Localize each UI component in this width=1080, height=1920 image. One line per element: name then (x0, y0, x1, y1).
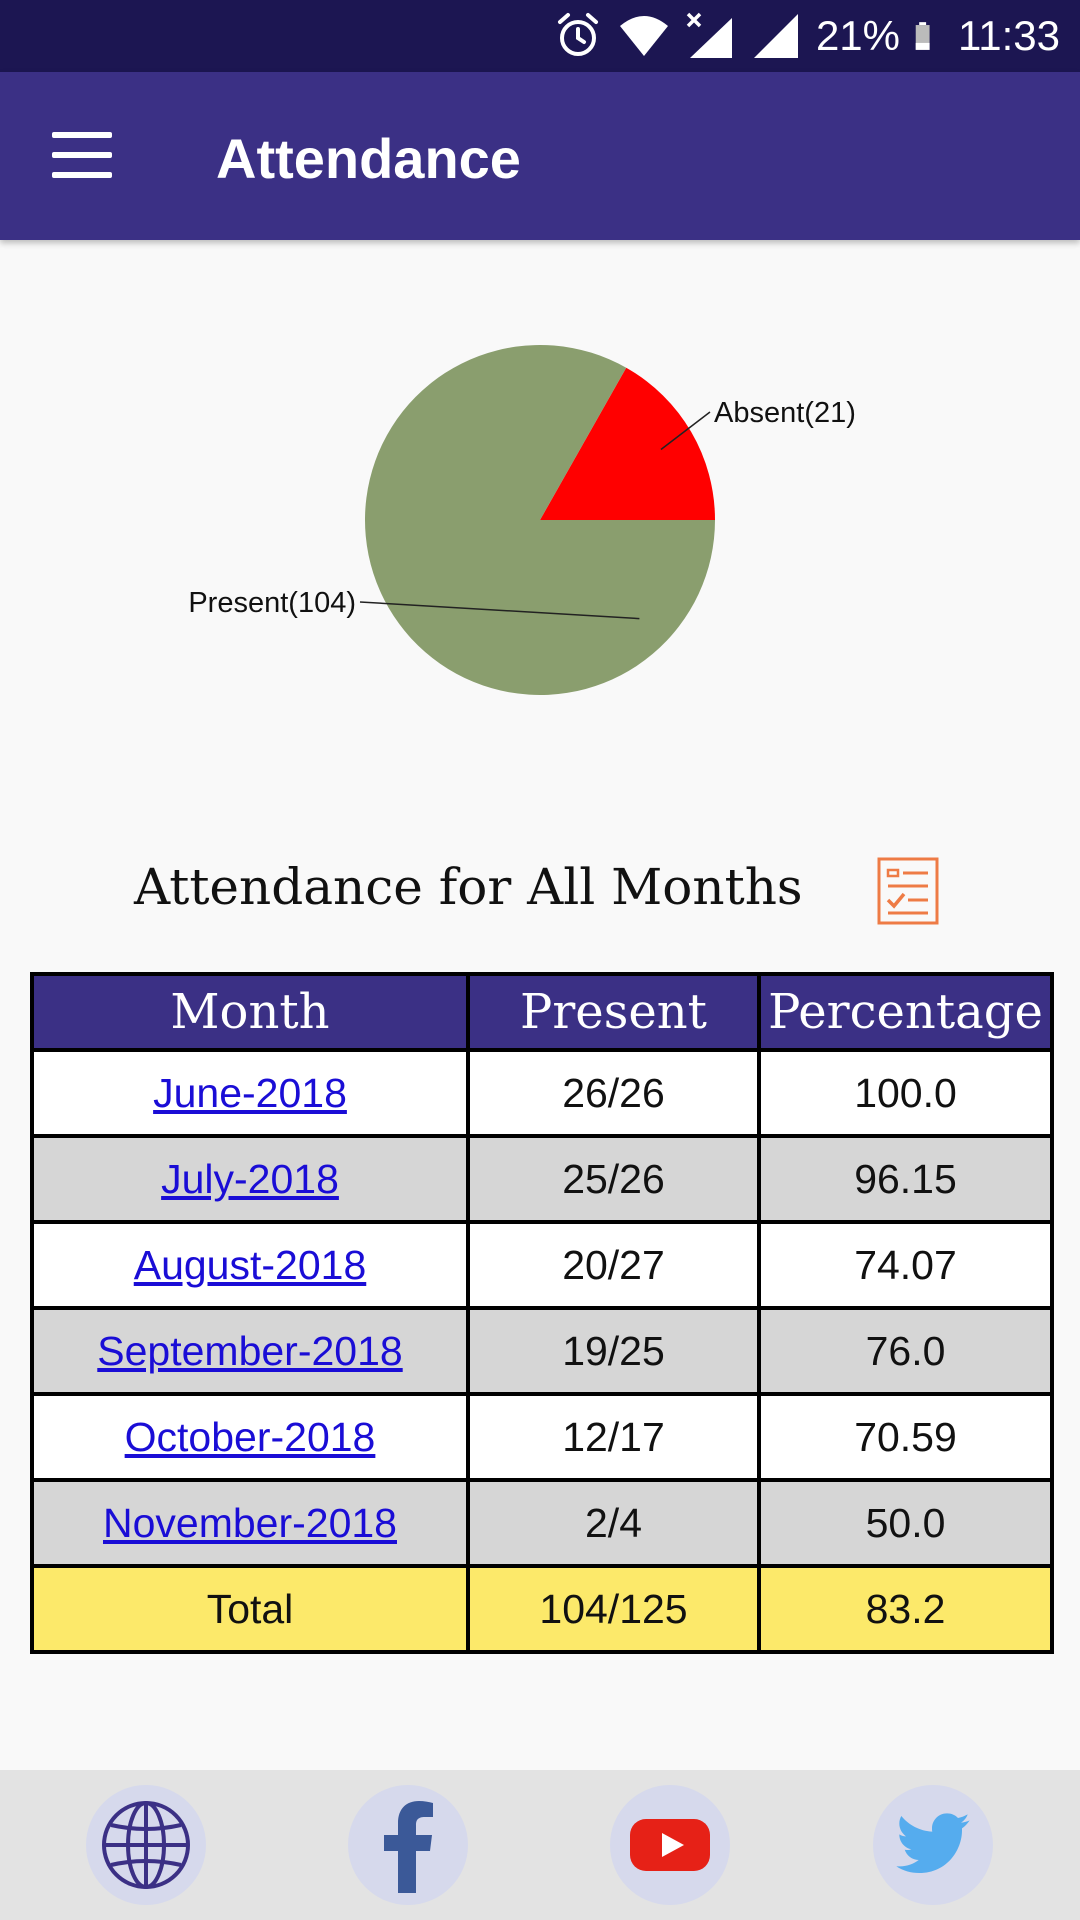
month-cell: June-2018 (30, 1048, 470, 1138)
attendance-table: Month Present Percentage June-2018 26/26… (30, 972, 1054, 1654)
attendance-pie-chart: Absent(21) Present(104) (0, 300, 1080, 760)
status-bar: 21% 11:33 (0, 0, 1080, 72)
header-month: Month (30, 972, 470, 1052)
table-row: November-2018 2/4 50.0 (30, 1478, 1054, 1568)
globe-icon (102, 1801, 190, 1889)
youtube-button[interactable] (610, 1785, 730, 1905)
app-bar: Attendance (0, 72, 1080, 240)
present-cell: 20/27 (466, 1220, 761, 1310)
alarm-icon (557, 13, 598, 56)
month-link[interactable]: June-2018 (153, 1069, 347, 1116)
pie-label-present: Present(104) (188, 587, 356, 619)
present-cell: 26/26 (466, 1048, 761, 1138)
bottom-bar (0, 1770, 1080, 1920)
percentage-cell: 100.0 (757, 1048, 1054, 1138)
month-link[interactable]: November-2018 (103, 1499, 397, 1546)
pie-chart-svg: Absent(21) Present(104) (188, 345, 856, 695)
facebook-icon (384, 1801, 433, 1893)
header-percentage: Percentage (757, 972, 1054, 1052)
total-label: Total (30, 1564, 470, 1654)
signal-icon (753, 14, 798, 58)
pie-label-absent: Absent(21) (714, 397, 856, 429)
pie-slice-absent (540, 367, 715, 520)
signal-no-sim-icon (686, 12, 732, 58)
table-row: October-2018 12/17 70.59 (30, 1392, 1054, 1482)
header-present: Present (466, 972, 761, 1052)
present-cell: 19/25 (466, 1306, 761, 1396)
table-row: July-2018 25/26 96.15 (30, 1134, 1054, 1224)
percentage-cell: 50.0 (757, 1478, 1054, 1568)
present-cell: 25/26 (466, 1134, 761, 1224)
twitter-button[interactable] (873, 1785, 993, 1905)
table-row: September-2018 19/25 76.0 (30, 1306, 1054, 1396)
month-link[interactable]: October-2018 (124, 1413, 376, 1460)
total-percentage: 83.2 (757, 1564, 1054, 1654)
total-present: 104/125 (466, 1564, 761, 1654)
percentage-cell: 70.59 (757, 1392, 1054, 1482)
percentage-cell: 96.15 (757, 1134, 1054, 1224)
battery-percentage: 21% (815, 12, 900, 59)
table-total-row: Total 104/125 83.2 (30, 1564, 1054, 1654)
wifi-icon (619, 16, 668, 56)
pie-leader-line (660, 411, 711, 451)
percentage-cell: 74.07 (757, 1220, 1054, 1310)
page-title: Attendance (216, 127, 521, 190)
table-row: June-2018 26/26 100.0 (30, 1048, 1054, 1138)
status-icons: 21% 11:33 (552, 0, 1060, 72)
month-link[interactable]: September-2018 (97, 1327, 403, 1374)
present-cell: 2/4 (466, 1478, 761, 1568)
month-cell: August-2018 (30, 1220, 470, 1310)
month-cell: September-2018 (30, 1306, 470, 1396)
menu-icon[interactable] (46, 124, 118, 186)
month-cell: October-2018 (30, 1392, 470, 1482)
month-cell: November-2018 (30, 1478, 470, 1568)
website-button[interactable] (86, 1785, 206, 1905)
twitter-icon (896, 1813, 970, 1873)
percentage-cell: 76.0 (757, 1306, 1054, 1396)
facebook-button[interactable] (348, 1785, 468, 1905)
pie-leader-line (359, 601, 640, 620)
section-title: Attendance for All Months (134, 858, 803, 916)
report-checklist-icon[interactable] (876, 856, 940, 926)
clock: 11:33 (958, 12, 1060, 59)
month-cell: July-2018 (30, 1134, 470, 1224)
present-cell: 12/17 (466, 1392, 761, 1482)
table-header-row: Month Present Percentage (30, 972, 1054, 1052)
month-link[interactable]: July-2018 (161, 1155, 339, 1202)
youtube-icon (630, 1819, 710, 1871)
table-row: August-2018 20/27 74.07 (30, 1220, 1054, 1310)
month-link[interactable]: August-2018 (133, 1241, 367, 1288)
battery-icon (915, 22, 930, 50)
